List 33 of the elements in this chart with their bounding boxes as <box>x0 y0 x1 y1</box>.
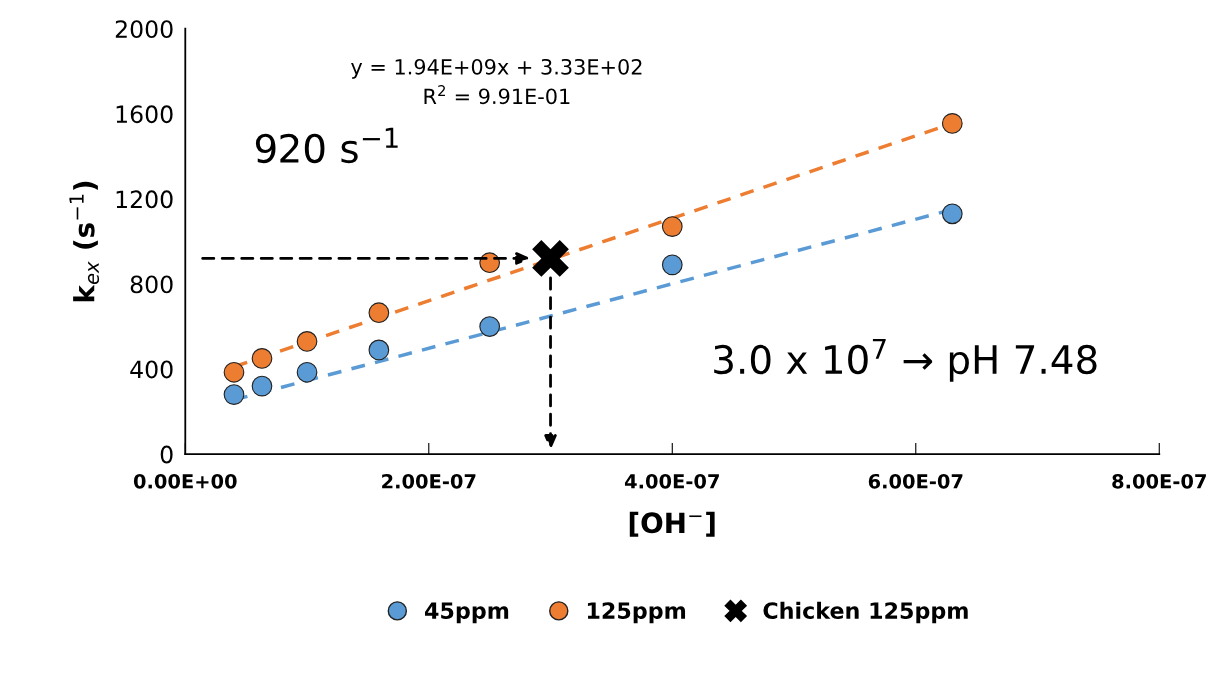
point <box>296 361 318 383</box>
legend-label: 125ppm <box>587 602 686 624</box>
legend-label: 45ppm <box>425 602 509 624</box>
y-tick-label: 2000 <box>115 20 173 39</box>
point <box>223 384 245 405</box>
point <box>661 216 683 237</box>
x-tick-label: 4.00E-07 <box>624 473 719 489</box>
point <box>296 331 318 352</box>
x-tick-label: 0.00E+00 <box>133 473 237 489</box>
x-tick-label: 6.00E-07 <box>868 473 963 489</box>
point <box>661 254 683 276</box>
y-tick-label: 0 <box>160 445 173 464</box>
y-tick-label: 400 <box>130 360 173 379</box>
point <box>941 203 963 225</box>
annotation: y = 1.94E+09x + 3.33E+02 R$^{2}$ = 9.91E-01 <box>351 58 642 105</box>
x-tick-label: 2.00E-07 <box>382 473 476 489</box>
x-tick-label: 8.00E-07 <box>1112 473 1206 489</box>
y-tick-label: 1200 <box>116 190 173 209</box>
legend-label: Chicken 125ppm <box>763 601 968 624</box>
point <box>941 113 963 134</box>
y-axis-title: k$_{ex}$ (s$^{−1}$) <box>69 181 100 302</box>
point <box>368 302 390 324</box>
point <box>251 375 273 397</box>
point <box>223 361 245 383</box>
x-axis-title: [OH$^{−}$] <box>629 511 715 537</box>
annotation: 3.0 x 10$^{7}$ → pH 7.48 <box>714 338 1097 382</box>
point <box>479 316 501 337</box>
y-tick-label: 1600 <box>116 105 173 124</box>
point <box>251 348 273 369</box>
point <box>532 240 569 277</box>
y-tick-label: 800 <box>130 275 173 294</box>
annotation: 920 s$^{−1}$ <box>255 127 398 164</box>
point <box>368 339 390 361</box>
